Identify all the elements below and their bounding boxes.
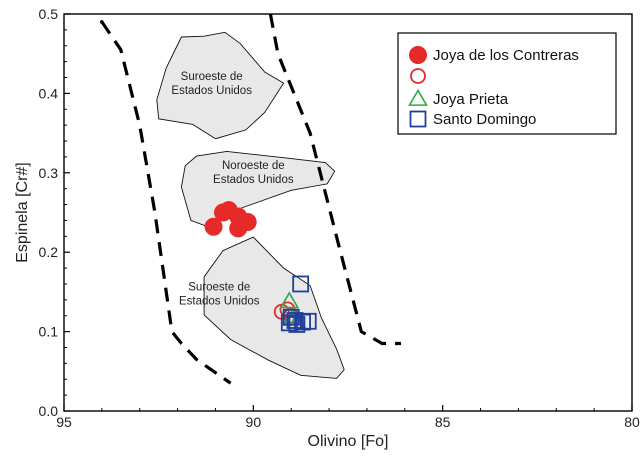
legend-marker-1 (409, 46, 427, 64)
data-point-circle-filled-6 (229, 219, 248, 238)
y-tick-label: 0.5 (39, 6, 59, 22)
legend-marker-2 (410, 68, 426, 84)
legend-label-4: Santo Domingo (433, 111, 536, 128)
data-point-square-open-1 (292, 275, 310, 293)
region-label-2: Noroeste de Estados Unidos (213, 160, 294, 186)
region-label-line: Suroeste de (188, 281, 250, 293)
legend-marker-4 (409, 110, 427, 128)
x-tick-label: 80 (624, 414, 640, 430)
legend-marker-3 (408, 88, 428, 106)
y-tick-label: 0.4 (39, 85, 59, 101)
x-tick-label: 85 (435, 414, 451, 430)
boundary-curve-2 (268, 13, 401, 346)
region-label-line: Estados Unidos (213, 174, 294, 186)
region-label-1: Suroeste de Estados Unidos (171, 71, 252, 97)
x-axis-title: Olivino [Fo] (308, 433, 389, 450)
y-axis-title: Espinela [Cr#] (14, 162, 31, 263)
data-point-square-open-5 (299, 312, 317, 330)
curve-endpoint-dot (100, 20, 104, 24)
plot-frame (63, 13, 633, 412)
region-label-3: Suroeste de Estados Unidos (179, 281, 260, 307)
legend: Joya de los Contreras Joya Prieta Santo Do… (397, 32, 617, 135)
y-tick-label: 0.0 (39, 403, 59, 419)
boundary-curve-1 (100, 21, 232, 385)
y-tick-label: 0.2 (39, 244, 59, 260)
data-points-layer (204, 201, 317, 333)
axis-ticks-layer: 95 90 85 80 0.0 0.1 0.2 0.3 0.4 0.5 (39, 6, 640, 430)
region-label-line: Suroeste de (181, 71, 243, 83)
regions-layer: Suroeste de Estados Unidos Noroeste de Esta… (156, 31, 345, 379)
legend-label-3: Joya Prieta (433, 91, 509, 108)
data-point-triangle-open-1 (279, 291, 300, 309)
region-3 (203, 236, 345, 379)
boundary-curves-layer (100, 13, 401, 385)
region-label-line: Estados Unidos (179, 295, 260, 307)
legend-box (397, 32, 617, 135)
legend-label-1: Joya de los Contreras (433, 47, 579, 64)
region-label-line: Noroeste de (222, 160, 285, 172)
data-point-square-open-7 (288, 316, 306, 333)
x-tick-label: 90 (246, 414, 262, 430)
y-tick-label: 0.1 (39, 324, 59, 340)
x-tick-label: 95 (56, 414, 72, 430)
y-tick-label: 0.3 (39, 165, 59, 181)
region-1 (156, 31, 285, 140)
data-point-circle-filled-1 (204, 217, 223, 236)
region-label-line: Estados Unidos (171, 85, 252, 97)
